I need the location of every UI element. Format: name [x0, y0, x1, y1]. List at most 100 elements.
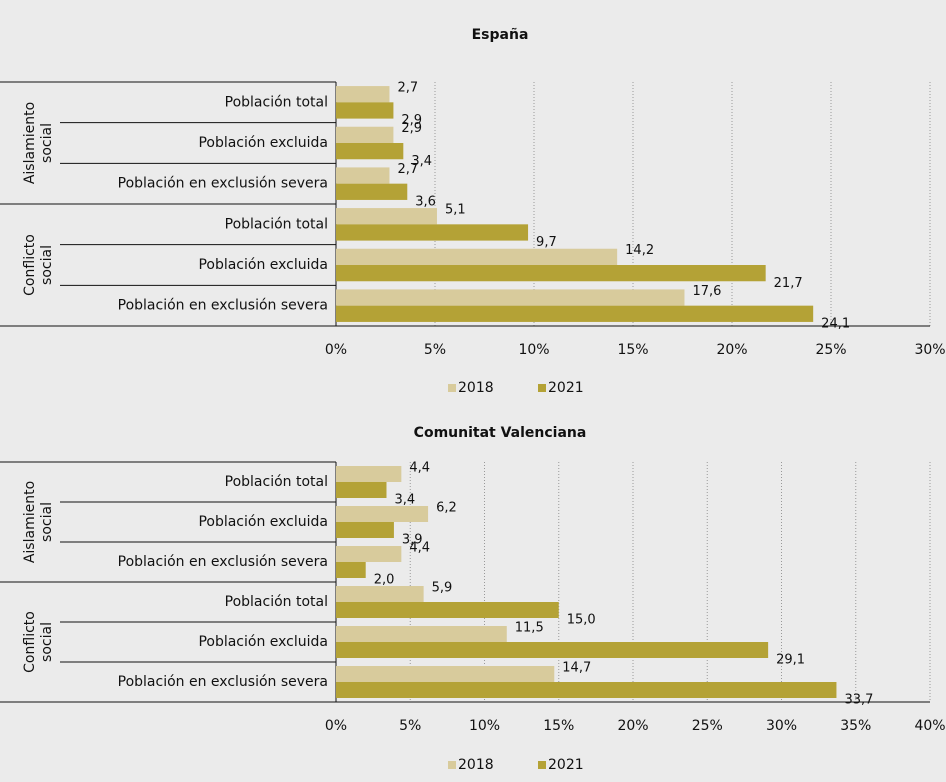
value-label: 2,9 [401, 113, 422, 128]
value-label: 14,2 [625, 243, 654, 258]
bar [336, 183, 408, 200]
group-label: Conflictosocial [22, 611, 55, 673]
bar [336, 626, 507, 642]
bar [336, 224, 529, 241]
value-label: 14,7 [562, 661, 591, 676]
value-label: 3,4 [394, 493, 415, 508]
x-tick-label: 0% [325, 342, 347, 358]
y-tick-label: Población en exclusión severa [118, 554, 328, 570]
y-tick-label: Población en exclusión severa [118, 298, 328, 314]
y-tick-label: Población total [225, 216, 328, 232]
legend-swatch [448, 384, 456, 392]
value-label: 17,6 [692, 284, 721, 299]
x-tick-label: 40% [914, 718, 945, 734]
chart-title: Comunitat Valenciana [414, 425, 587, 441]
bar [336, 167, 390, 184]
y-tick-label: Población total [225, 474, 328, 490]
value-label: 4,4 [409, 461, 430, 476]
group-label: Aislamientosocial [22, 481, 55, 563]
legend-swatch [538, 761, 546, 769]
bar [336, 305, 814, 322]
group-label-line: Conflicto [22, 611, 38, 673]
group-label-line: Conflicto [22, 234, 38, 296]
value-label: 3,4 [411, 154, 432, 169]
group-label-line: social [39, 123, 55, 163]
y-tick-label: Población total [225, 594, 328, 610]
value-label: 2,0 [374, 573, 395, 588]
value-label: 5,1 [445, 203, 466, 218]
x-tick-label: 5% [399, 718, 421, 734]
bar [336, 466, 402, 482]
bar [336, 562, 366, 578]
y-tick-label: Población total [225, 94, 328, 110]
y-tick-label: Población excluida [198, 634, 328, 650]
bar [336, 682, 837, 698]
bar [336, 289, 685, 306]
x-tick-label: 20% [617, 718, 648, 734]
bar [336, 506, 429, 522]
group-label: Conflictosocial [22, 234, 55, 296]
group-label-line: Aislamiento [22, 481, 38, 563]
group-label: Aislamientosocial [22, 102, 55, 184]
y-tick-label: Población en exclusión severa [118, 176, 328, 192]
x-tick-label: 20% [716, 342, 747, 358]
bar [336, 86, 390, 103]
group-label-line: social [39, 622, 55, 662]
chart-title: España [472, 27, 529, 43]
bar [336, 126, 394, 143]
bar [336, 522, 394, 538]
bar [336, 666, 555, 682]
y-tick-label: Población excluida [198, 135, 328, 151]
value-label: 2,7 [397, 81, 418, 96]
x-tick-label: 25% [815, 342, 846, 358]
bar [336, 102, 394, 119]
bar [336, 482, 387, 498]
bar [336, 248, 618, 265]
bar [336, 602, 559, 618]
group-label-line: social [39, 502, 55, 542]
value-label: 11,5 [515, 621, 544, 636]
bar [336, 546, 402, 562]
legend-label: 2021 [548, 380, 584, 396]
x-tick-label: 30% [766, 718, 797, 734]
x-tick-label: 25% [692, 718, 723, 734]
value-label: 21,7 [774, 276, 803, 291]
y-tick-label: Población excluida [198, 257, 328, 273]
bar [336, 586, 424, 602]
y-tick-label: Población excluida [198, 514, 328, 530]
value-label: 3,6 [415, 194, 436, 209]
bar [336, 642, 769, 658]
group-label-line: Aislamiento [22, 102, 38, 184]
group-label-line: social [39, 245, 55, 285]
x-tick-label: 15% [543, 718, 574, 734]
x-tick-label: 10% [469, 718, 500, 734]
value-label: 9,7 [536, 235, 557, 250]
y-tick-label: Población en exclusión severa [118, 674, 328, 690]
legend-label: 2021 [548, 757, 584, 773]
value-label: 3,9 [402, 533, 423, 548]
legend-swatch [538, 384, 546, 392]
legend-label: 2018 [458, 757, 494, 773]
value-label: 2,9 [401, 121, 422, 136]
legend-label: 2018 [458, 380, 494, 396]
x-tick-label: 15% [617, 342, 648, 358]
value-label: 29,1 [776, 653, 805, 668]
value-label: 24,1 [821, 316, 850, 331]
value-label: 6,2 [436, 501, 457, 516]
value-label: 33,7 [844, 693, 873, 708]
value-label: 15,0 [567, 613, 596, 628]
bar [336, 208, 437, 225]
x-tick-label: 35% [840, 718, 871, 734]
x-tick-label: 5% [424, 342, 446, 358]
bar [336, 143, 404, 160]
x-tick-label: 30% [914, 342, 945, 358]
value-label: 5,9 [432, 581, 453, 596]
x-tick-label: 10% [518, 342, 549, 358]
value-label: 2,7 [397, 162, 418, 177]
legend-swatch [448, 761, 456, 769]
x-tick-label: 0% [325, 718, 347, 734]
bar [336, 265, 766, 282]
value-label: 4,4 [409, 541, 430, 556]
